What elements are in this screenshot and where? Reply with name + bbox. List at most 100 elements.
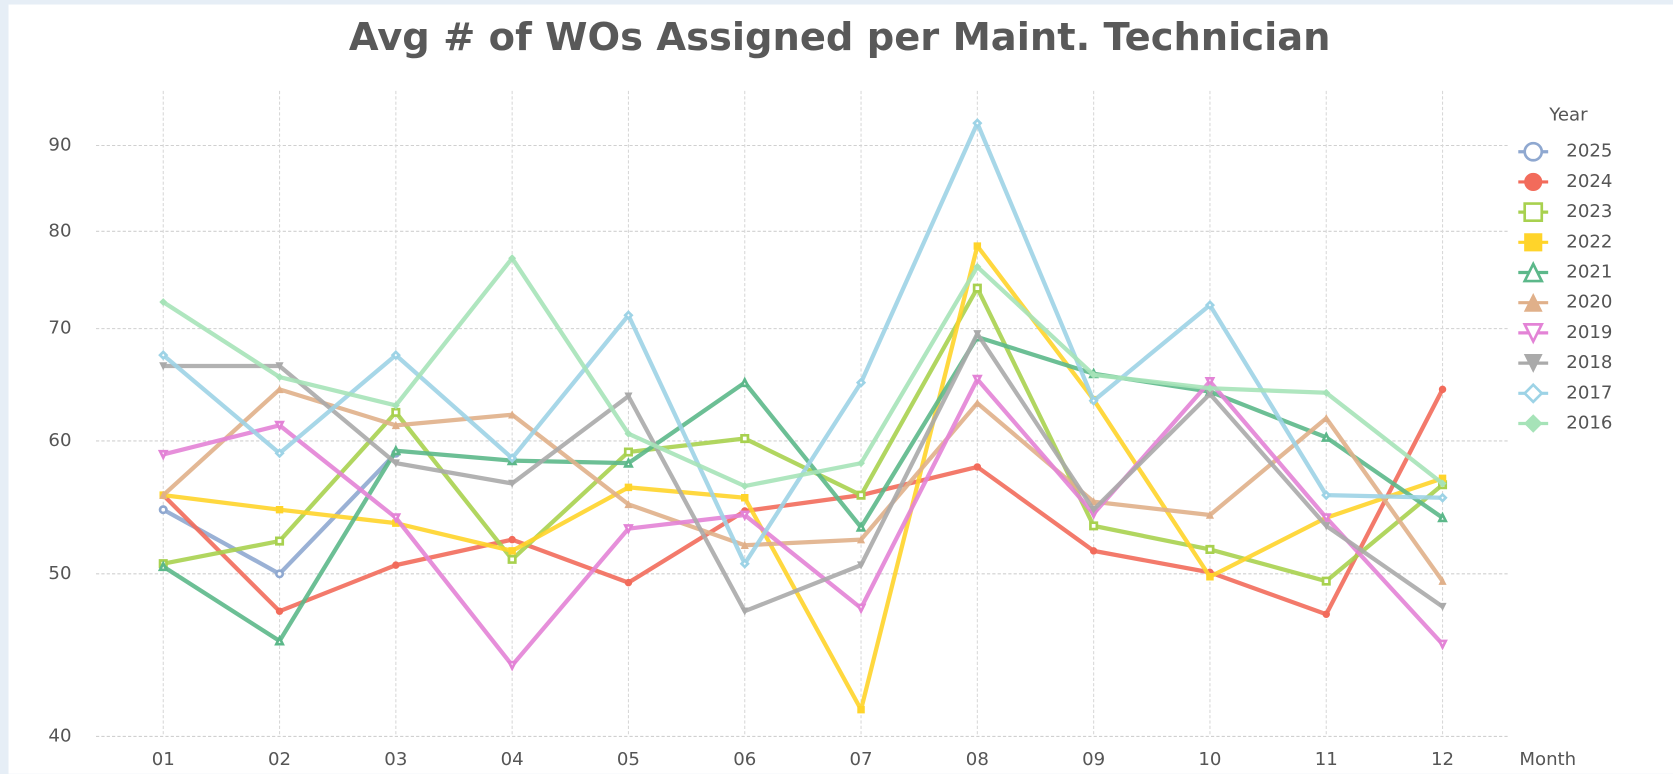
marker	[973, 463, 982, 471]
marker	[159, 298, 168, 307]
series-line	[162, 377, 1445, 668]
marker	[158, 505, 168, 515]
marker	[508, 547, 516, 555]
marker	[1320, 513, 1332, 524]
marker	[623, 456, 634, 468]
legend-marker	[1524, 172, 1543, 191]
marker	[507, 554, 517, 564]
marker	[275, 385, 284, 394]
marker	[623, 524, 634, 535]
marker	[508, 535, 516, 544]
marker	[159, 490, 168, 499]
legend-label: 2023	[1566, 201, 1612, 222]
series-line	[161, 388, 1445, 617]
x-tick-label: 09	[1082, 749, 1105, 770]
legend-marker	[1523, 414, 1543, 433]
marker	[508, 254, 517, 263]
y-tick-label: 60	[48, 430, 71, 451]
marker	[159, 362, 168, 371]
marker	[1204, 299, 1216, 311]
marker	[624, 499, 633, 509]
legend-label: 2024	[1566, 171, 1612, 192]
x-tick-label: 06	[733, 749, 756, 770]
series-line	[162, 256, 1444, 489]
marker	[274, 448, 285, 459]
legend-marker	[1522, 323, 1544, 345]
marker	[973, 398, 982, 407]
legend-label: 2016	[1566, 412, 1612, 433]
marker	[1437, 492, 1448, 503]
marker	[739, 510, 751, 522]
series-line	[163, 331, 1444, 614]
legend-marker	[1523, 354, 1543, 373]
marker	[855, 603, 867, 615]
series-line	[162, 243, 1444, 712]
marker	[391, 459, 400, 468]
legend-marker	[1523, 202, 1544, 222]
marker	[857, 705, 865, 714]
x-tick-label: 04	[501, 749, 524, 770]
x-tick-label: 11	[1315, 749, 1338, 770]
legend-label: 2017	[1566, 382, 1612, 403]
marker	[508, 479, 517, 488]
marker	[1321, 576, 1331, 586]
marker	[391, 407, 401, 417]
marker	[1089, 497, 1098, 506]
marker	[158, 350, 169, 361]
x-tick-label: 08	[966, 749, 989, 770]
marker	[1321, 490, 1332, 501]
marker	[274, 634, 285, 646]
marker	[506, 660, 518, 672]
marker	[1437, 511, 1448, 523]
marker	[1206, 573, 1214, 581]
marker	[157, 560, 169, 572]
marker	[623, 447, 633, 457]
marker	[391, 420, 400, 430]
marker	[390, 513, 402, 524]
marker	[739, 558, 750, 569]
marker	[1089, 521, 1099, 531]
marker	[856, 490, 866, 500]
marker	[739, 376, 751, 388]
legend-title: Year	[1548, 104, 1588, 125]
x-tick-label: 01	[152, 749, 175, 770]
y-tick-label: 50	[48, 563, 71, 584]
legend-label: 2025	[1566, 141, 1612, 162]
legend-marker	[1523, 292, 1543, 312]
marker	[275, 362, 284, 371]
marker	[1437, 639, 1448, 651]
marker	[1322, 388, 1331, 397]
marker	[1320, 431, 1332, 442]
chart-title: Avg # of WOs Assigned per Maint. Technic…	[349, 15, 1331, 60]
marker	[275, 569, 285, 579]
marker	[390, 444, 402, 456]
marker	[624, 483, 633, 492]
marker	[740, 540, 749, 549]
marker	[390, 350, 401, 361]
marker	[740, 482, 749, 491]
panel	[8, 4, 1673, 774]
legend-marker	[1522, 260, 1544, 283]
marker	[1438, 576, 1447, 585]
marker	[1438, 479, 1447, 488]
marker	[1204, 376, 1216, 388]
marker	[1438, 385, 1447, 394]
legend-marker	[1524, 233, 1543, 252]
marker	[740, 434, 750, 444]
marker	[1438, 602, 1447, 612]
legend-marker	[1522, 382, 1544, 404]
x-tick-label: 02	[268, 749, 291, 770]
marker	[973, 242, 982, 250]
marker	[391, 401, 400, 410]
marker	[623, 310, 634, 321]
marker	[508, 410, 517, 419]
legend-label: 2018	[1566, 352, 1612, 373]
y-tick-label: 70	[48, 318, 71, 339]
marker	[972, 283, 982, 293]
legend-label: 2020	[1566, 292, 1612, 313]
marker	[740, 607, 749, 616]
marker	[1205, 544, 1215, 554]
marker	[275, 536, 285, 546]
